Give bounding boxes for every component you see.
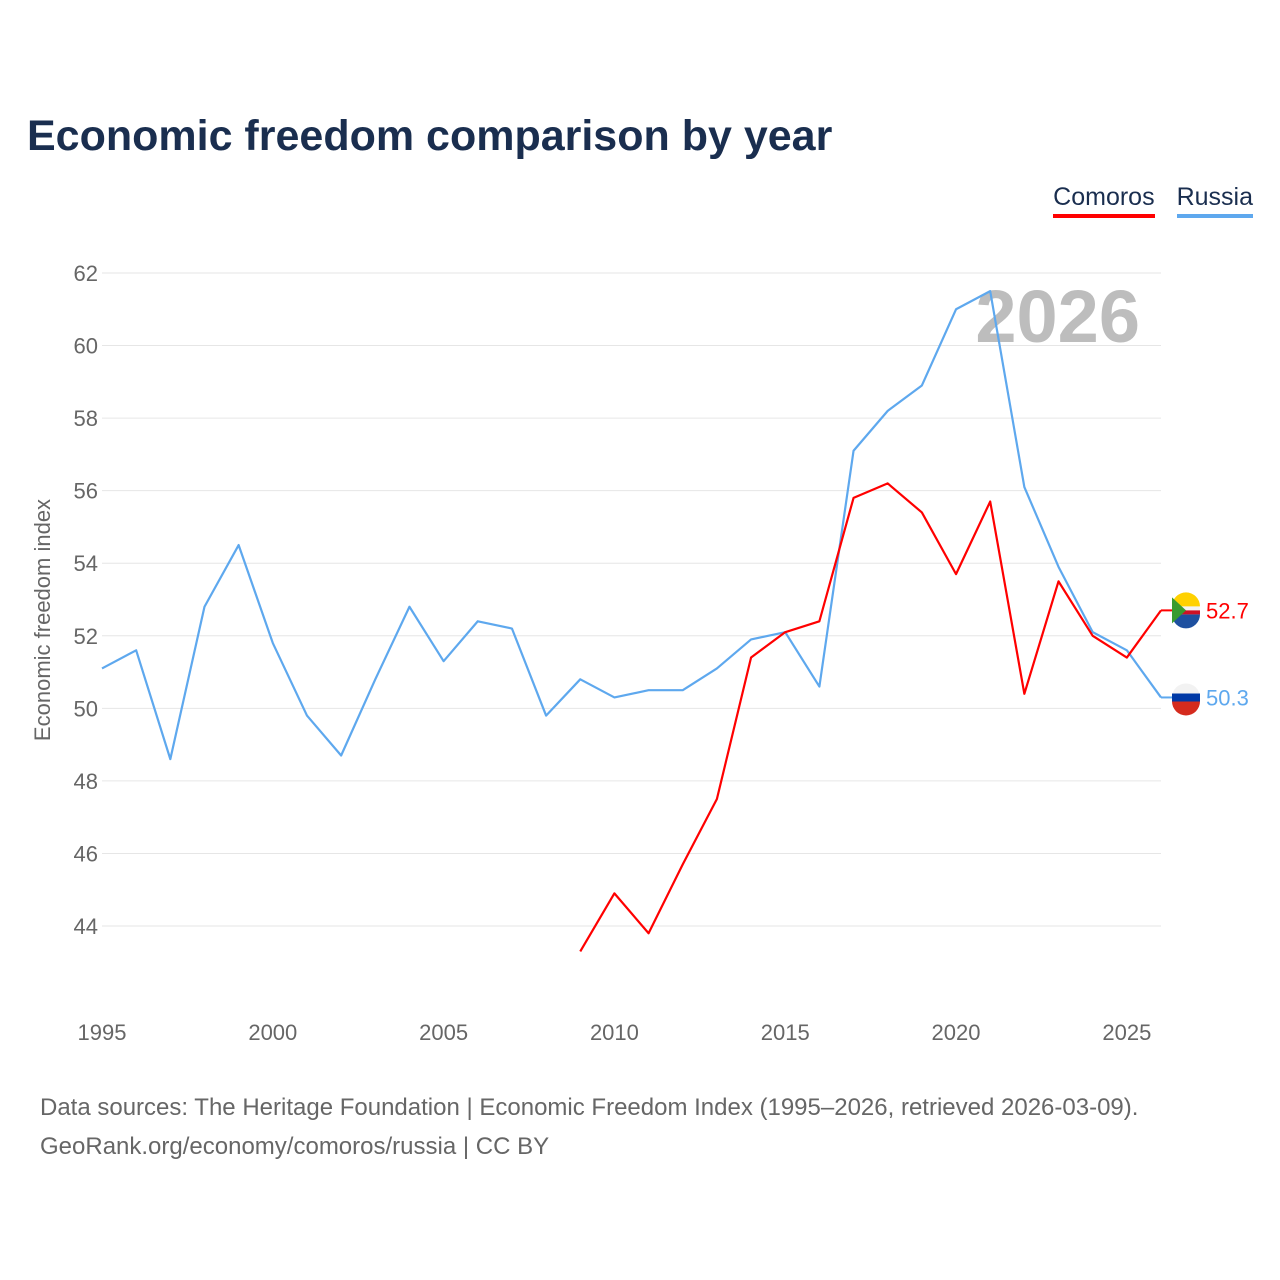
series-line-russia: [101, 290, 1162, 761]
flag-russia-red: [1172, 701, 1200, 716]
flag-comoros-green: [1172, 597, 1186, 624]
flag-comoros-yellow: [1172, 592, 1200, 607]
y-tick-label: 60: [74, 334, 98, 359]
y-tick-label: 56: [74, 479, 98, 504]
chart-title: Economic freedom comparison by year: [27, 112, 833, 160]
x-tick-label: 2005: [419, 1020, 468, 1045]
y-tick-label: 58: [74, 406, 98, 431]
x-tick-label: 1995: [78, 1020, 127, 1045]
y-axis-label: Economic freedom index: [30, 499, 55, 741]
flag-comoros-blue: [1172, 614, 1200, 629]
y-tick-label: 52: [74, 624, 98, 649]
x-tick-label: 2020: [932, 1020, 981, 1045]
footer-source: Data sources: The Heritage Foundation | …: [40, 1088, 1138, 1166]
y-tick-label: 46: [74, 841, 98, 866]
y-tick-label: 54: [74, 551, 98, 576]
flag-comoros-red: [1172, 610, 1200, 615]
footer-line-2[interactable]: GeoRank.org/economy/comoros/russia | CC …: [40, 1133, 550, 1160]
y-tick-label: 48: [74, 769, 98, 794]
y-tick-label: 62: [74, 261, 98, 286]
legend-russia[interactable]: Russia: [1176, 183, 1253, 218]
end-value-label-russia: 50.3: [1206, 685, 1249, 710]
y-tick-label: 50: [74, 696, 98, 721]
y-tick-label: 44: [74, 914, 98, 939]
x-tick-label: 2000: [248, 1020, 297, 1045]
legend: Comoros Russia: [1053, 183, 1253, 218]
year-watermark: 2026: [975, 275, 1140, 358]
footer-line-1: Data sources: The Heritage Foundation | …: [40, 1094, 1139, 1121]
x-tick-label: 2015: [761, 1020, 810, 1045]
end-value-label-comoros: 52.7: [1206, 598, 1249, 623]
legend-comoros[interactable]: Comoros: [1053, 183, 1155, 218]
x-tick-label: 2010: [590, 1020, 639, 1045]
x-tick-label: 2025: [1102, 1020, 1151, 1045]
series-line-comoros: [579, 482, 1162, 952]
flag-russia-blue: [1172, 693, 1200, 702]
